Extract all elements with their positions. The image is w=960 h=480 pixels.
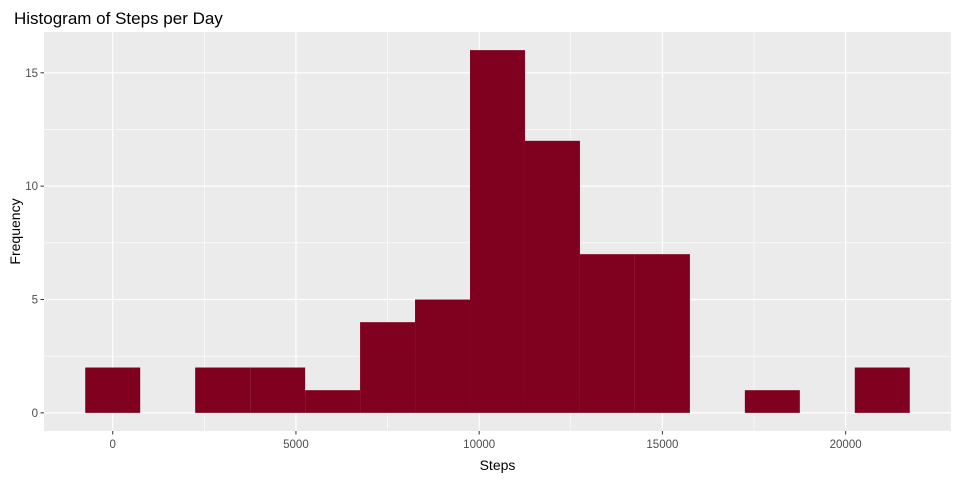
x-tick-label: 10000: [463, 439, 495, 451]
y-tick-label: 10: [25, 181, 38, 193]
x-axis-title: Steps: [480, 457, 516, 473]
histogram-bar: [524, 140, 580, 413]
chart-title: Histogram of Steps per Day: [14, 9, 223, 28]
x-tick-label: 0: [110, 439, 116, 451]
histogram-bar: [415, 299, 471, 413]
x-tick-label: 15000: [646, 439, 678, 451]
histogram-bar: [470, 50, 525, 413]
y-tick-label: 0: [32, 408, 38, 420]
x-tick-label: 20000: [830, 439, 862, 451]
y-axis-ticks: 0 5 10 15: [25, 68, 44, 420]
histogram-bar: [250, 367, 306, 413]
histogram-bar: [634, 254, 690, 413]
y-axis-title: Frequency: [7, 198, 23, 264]
histogram-bar: [579, 254, 635, 413]
histogram-bar: [744, 390, 800, 413]
histogram-bar: [305, 390, 361, 413]
histogram-bars: [85, 50, 910, 413]
x-axis-ticks: 0 5000 10000 15000 20000: [110, 431, 862, 451]
histogram-bar: [854, 367, 910, 413]
y-tick-label: 5: [32, 295, 38, 307]
y-tick-label: 15: [25, 68, 38, 80]
histogram-bar: [360, 322, 416, 413]
x-tick-label: 5000: [283, 439, 309, 451]
histogram-bar: [85, 367, 141, 413]
histogram-bar: [195, 367, 251, 413]
